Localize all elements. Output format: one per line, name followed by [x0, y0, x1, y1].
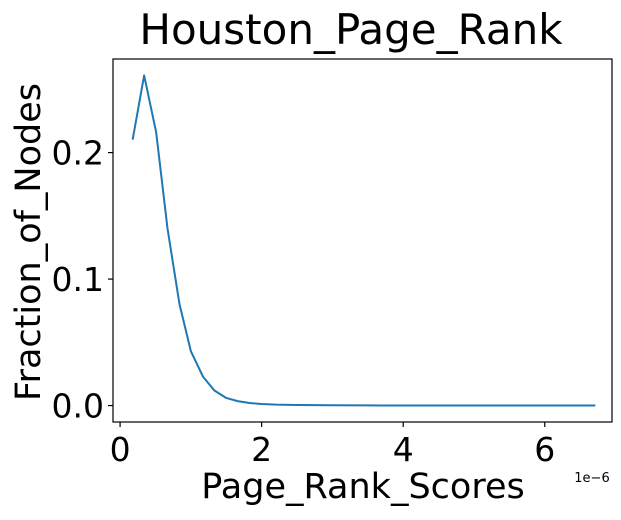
x-axis: 0 2 4 6 — [110, 422, 555, 469]
y-axis: 0.0 0.1 0.2 — [52, 134, 113, 426]
x-axis-label: Page_Rank_Scores — [201, 467, 524, 507]
plot-frame — [112, 58, 613, 423]
x-tick-label: 0 — [110, 430, 131, 469]
y-axis-label: Fraction_of_Nodes — [9, 83, 49, 401]
plot-area — [112, 58, 613, 423]
series-line-0 — [131, 74, 596, 407]
x-axis-offset-label: 1e−6 — [574, 471, 609, 486]
y-tick-label: 0.0 — [52, 387, 104, 426]
chart-title: Houston_Page_Rank — [139, 5, 563, 54]
x-tick-label: 4 — [393, 430, 414, 469]
y-tick-label: 0.2 — [52, 134, 104, 173]
x-tick-label: 6 — [534, 430, 555, 469]
y-tick-label: 0.1 — [52, 260, 104, 299]
x-tick-label: 2 — [251, 430, 272, 469]
